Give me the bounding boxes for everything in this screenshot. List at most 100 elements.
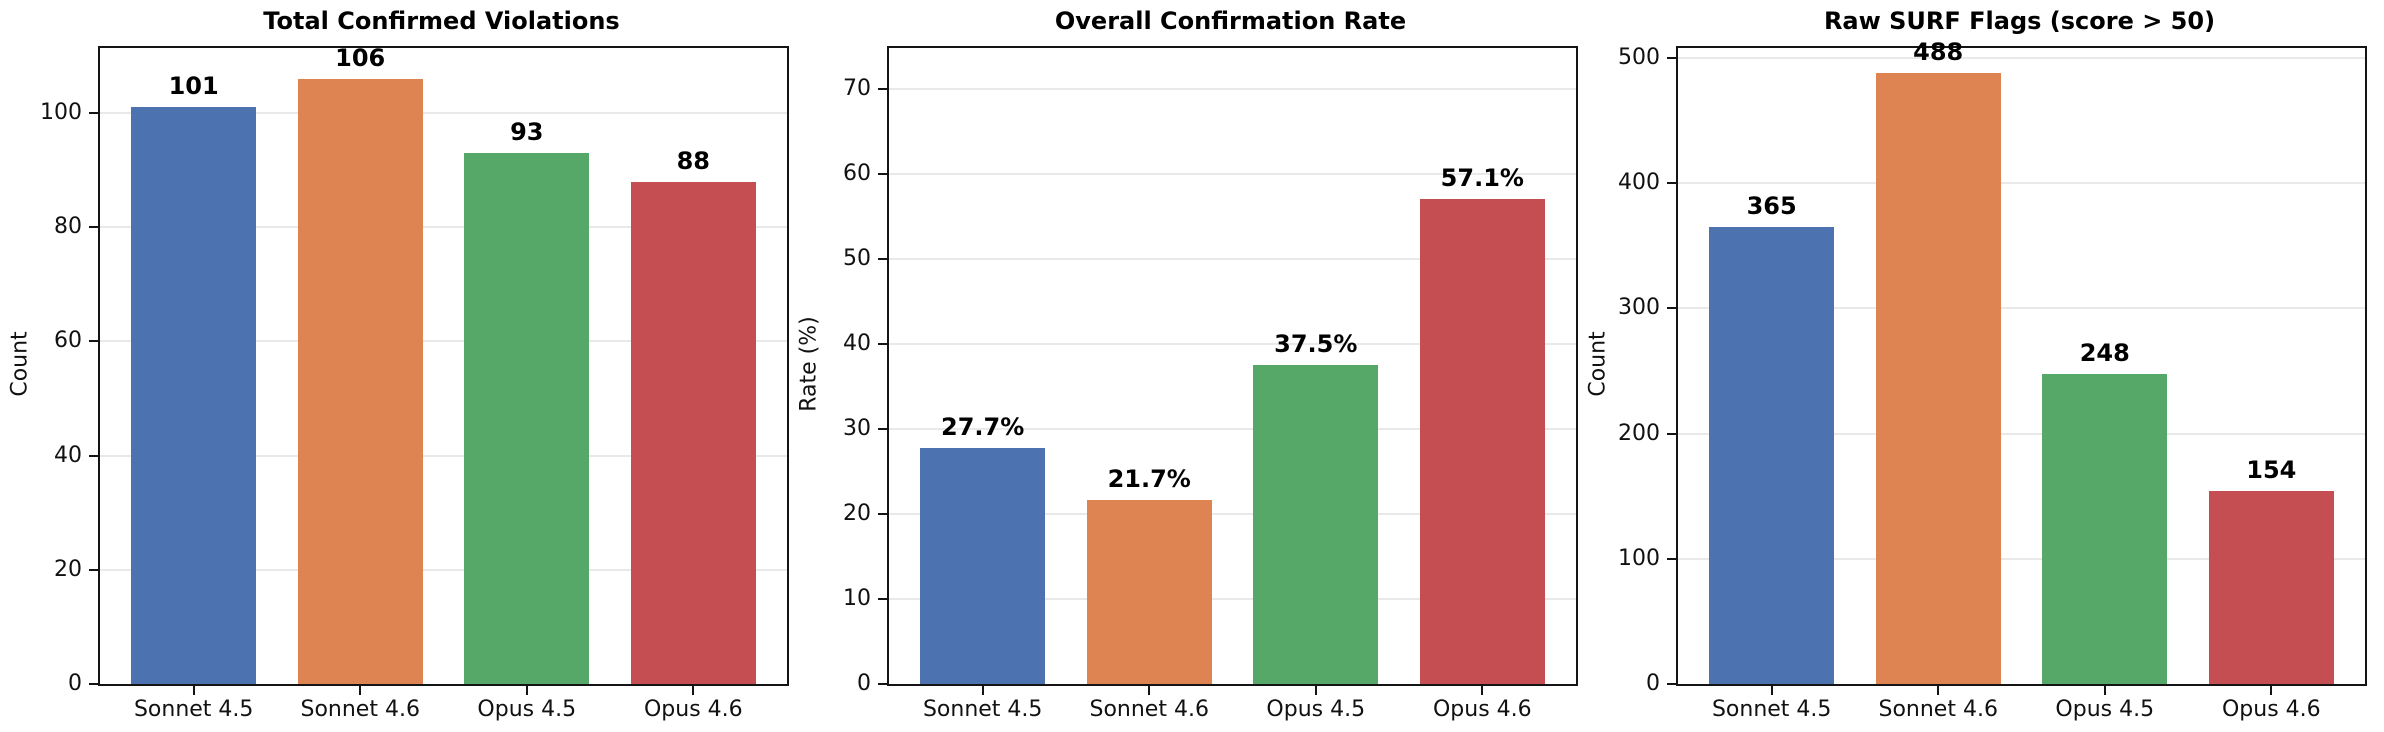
- y-tick-mark: [878, 87, 887, 90]
- y-tick-mark: [878, 427, 887, 430]
- y-tick-mark: [878, 342, 887, 345]
- gridline: [100, 340, 787, 343]
- y-tick-mark: [89, 226, 98, 229]
- y-tick-mark: [89, 340, 98, 343]
- gridline: [1678, 432, 2365, 435]
- gridline: [889, 597, 1576, 600]
- x-tick-label: Opus 4.6: [1432, 697, 1532, 722]
- gridline: [889, 427, 1576, 430]
- y-tick-mark: [878, 257, 887, 260]
- x-tick-mark: [2270, 684, 2273, 695]
- y-tick-label: 0: [857, 671, 871, 696]
- subplot-total-confirmed-violations: Total Confirmed Violations Count 0 20 40 60…: [8, 7, 789, 722]
- y-tick-mark: [1667, 557, 1676, 560]
- y-tick-mark: [878, 172, 887, 175]
- chart-title: Raw SURF Flags (score > 50): [1823, 7, 2216, 35]
- bar-value-label: 21.7%: [1107, 464, 1191, 493]
- x-tick-mark: [692, 684, 695, 695]
- y-tick-mark: [89, 112, 98, 115]
- bar-sonnet-4-5: [1709, 227, 1835, 684]
- y-tick-mark: [1667, 307, 1676, 310]
- x-tick-mark: [1770, 684, 1773, 695]
- gridline: [1678, 307, 2365, 310]
- gridline: [1678, 57, 2365, 60]
- y-tick-label: 400: [1618, 170, 1660, 196]
- gridline: [1678, 182, 2365, 185]
- y-tick-label: 500: [1618, 45, 1660, 71]
- y-tick-label: 60: [843, 160, 871, 186]
- gridline: [889, 172, 1576, 175]
- x-tick-label: Sonnet 4.6: [300, 697, 420, 722]
- chart-title: Total Confirmed Violations: [263, 7, 620, 35]
- y-tick-label: 50: [843, 245, 871, 271]
- y-tick-mark: [878, 597, 887, 600]
- x-tick-mark: [1314, 684, 1317, 695]
- bar-opus-4-6: [2208, 491, 2334, 684]
- gridline: [1678, 557, 2365, 560]
- y-tick-mark: [1667, 182, 1676, 185]
- x-tick-label: Opus 4.6: [643, 697, 743, 722]
- bar-sonnet-4-5: [920, 448, 1046, 684]
- y-tick-mark: [1667, 57, 1676, 60]
- y-tick-mark: [89, 454, 98, 457]
- y-tick-label: 10: [843, 585, 871, 611]
- bar-sonnet-4-6: [1875, 73, 2001, 684]
- x-tick-mark: [1148, 684, 1151, 695]
- bar-value-label: 154: [2246, 456, 2297, 485]
- y-tick-label: 70: [843, 75, 871, 101]
- gridline: [889, 512, 1576, 515]
- y-tick-label: 100: [40, 100, 82, 126]
- bar-value-label: 93: [510, 118, 544, 147]
- gridline: [100, 112, 787, 115]
- gridline: [100, 568, 787, 571]
- x-tick-label: Sonnet 4.5: [1711, 697, 1832, 722]
- y-tick-mark: [878, 683, 887, 685]
- y-tick-label: 0: [68, 671, 82, 696]
- bar-value-label: 248: [2079, 338, 2130, 367]
- y-tick-mark: [89, 683, 98, 685]
- bar-value-label: 488: [1913, 38, 1964, 67]
- bar-opus-4-5: [1253, 365, 1379, 684]
- gridline: [100, 226, 787, 229]
- plot-area: 0 10 20 30 40 50 60 70 27.7% Sonnet 4.5 21.7% Sonne…: [843, 46, 1578, 722]
- gridline: [889, 87, 1576, 90]
- bar-opus-4-5: [2042, 373, 2168, 684]
- x-tick-mark: [1481, 684, 1484, 695]
- x-tick-label: Sonnet 4.5: [922, 697, 1043, 722]
- y-tick-mark: [1667, 683, 1676, 685]
- x-tick-mark: [525, 684, 528, 695]
- bar-sonnet-4-5: [131, 107, 257, 684]
- subplot-raw-surf-flags: Raw SURF Flags (score > 50) Count 0 100 20…: [1586, 7, 2367, 722]
- y-tick-label: 200: [1618, 420, 1660, 446]
- y-tick-mark: [878, 512, 887, 515]
- x-tick-label: Opus 4.6: [2221, 697, 2321, 722]
- y-tick-mark: [1667, 432, 1676, 435]
- bar-opus-4-5: [464, 153, 590, 684]
- bar-value-label: 365: [1746, 192, 1797, 221]
- y-tick-mark: [89, 568, 98, 571]
- y-tick-label: 100: [1618, 545, 1660, 571]
- y-tick-label: 60: [54, 328, 82, 354]
- y-tick-label: 20: [54, 556, 82, 582]
- bar-value-label: 37.5%: [1274, 330, 1358, 359]
- x-tick-mark: [359, 684, 362, 695]
- x-tick-mark: [1937, 684, 1940, 695]
- y-tick-label: 20: [843, 500, 871, 526]
- gridline: [889, 257, 1576, 260]
- y-tick-label: 30: [843, 415, 871, 441]
- bar-value-label: 101: [168, 72, 219, 101]
- bar-opus-4-6: [630, 181, 756, 684]
- bar-value-label: 57.1%: [1440, 163, 1524, 192]
- y-tick-label: 80: [54, 214, 82, 240]
- x-tick-label: Sonnet 4.5: [133, 697, 254, 722]
- chart-title: Overall Confirmation Rate: [1054, 7, 1407, 35]
- x-tick-label: Opus 4.5: [1266, 697, 1366, 722]
- bar-value-label: 88: [676, 146, 711, 175]
- bar-value-label: 106: [335, 43, 386, 72]
- x-tick-label: Opus 4.5: [2055, 697, 2155, 722]
- x-tick-label: Opus 4.5: [477, 697, 577, 722]
- bar-sonnet-4-6: [297, 78, 423, 684]
- y-tick-label: 40: [843, 330, 871, 356]
- x-tick-mark: [981, 684, 984, 695]
